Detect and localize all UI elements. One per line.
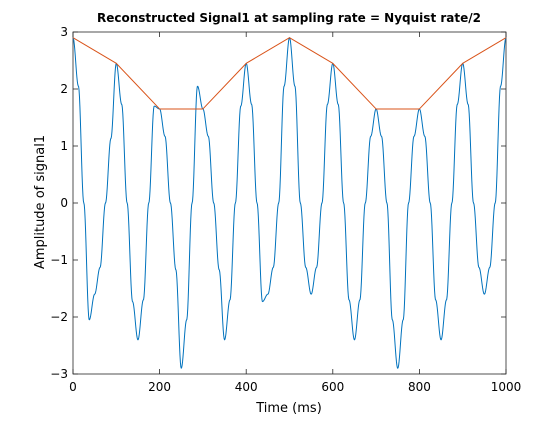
y-tick-label: 1: [60, 139, 68, 153]
x-tick-label: 200: [148, 380, 171, 394]
axes-frame: [72, 31, 507, 375]
x-tick-label: 0: [69, 380, 77, 394]
series-layer: [72, 37, 507, 369]
y-tick-label: −3: [50, 367, 68, 381]
x-tick-label: 600: [321, 380, 344, 394]
y-tick-label: 0: [60, 196, 68, 210]
x-tick-label: 1000: [491, 380, 522, 394]
x-axis-label: Time (ms): [255, 401, 322, 416]
x-axis: 0 200 400 600 800 1000: [69, 32, 521, 394]
y-axis: −3 −2 −1 0 1 2 3: [50, 25, 506, 381]
series-line-1: [72, 37, 507, 110]
y-tick-label: 3: [60, 25, 68, 39]
x-tick-label: 400: [235, 380, 258, 394]
plot-area: [72, 31, 507, 375]
y-tick-label: −1: [50, 253, 68, 267]
chart-title: Reconstructed Signal1 at sampling rate =…: [97, 11, 481, 25]
y-axis-label: Amplitude of signal1: [33, 135, 48, 269]
x-tick-label: 800: [408, 380, 431, 394]
y-tick-label: 2: [60, 82, 68, 96]
y-tick-label: −2: [50, 310, 68, 324]
